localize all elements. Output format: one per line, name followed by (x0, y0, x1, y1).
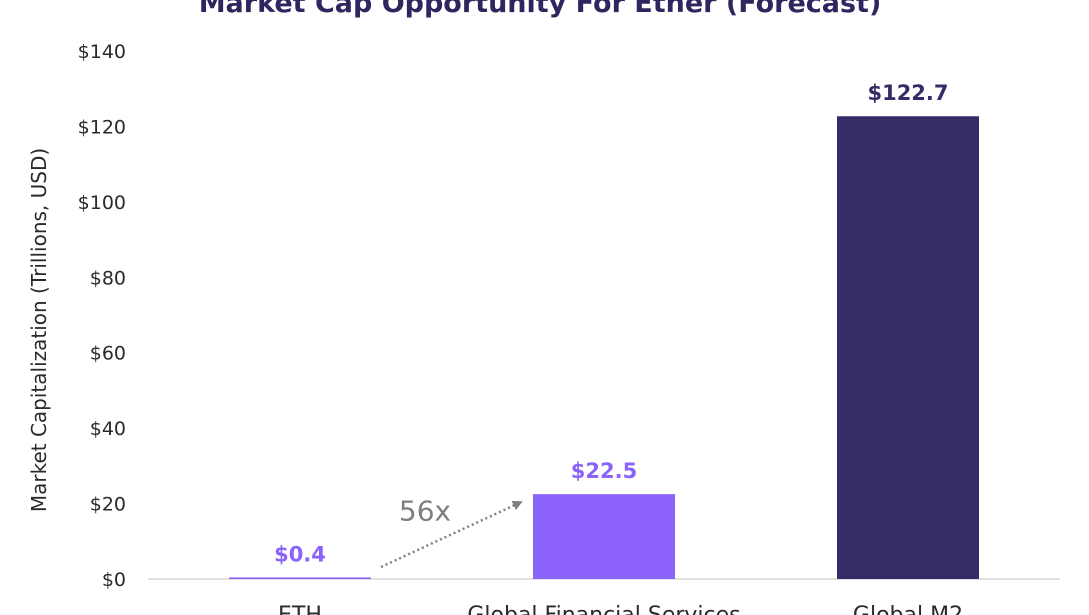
category-labels: ETH Global Financial Services Global M2 (278, 603, 963, 615)
growth-arrow (380, 500, 523, 569)
x-tick-label: Global Financial Services (467, 603, 740, 615)
y-tick-label: $60 (90, 343, 126, 365)
y-tick-label: $100 (78, 192, 126, 214)
bar-global-m2 (837, 116, 979, 579)
value-labels: $0.4 $22.5 $122.7 (274, 81, 948, 566)
chart-title: Market Cap Opportunity For Ether (Foreca… (198, 0, 882, 19)
y-tick-label: $20 (90, 494, 126, 516)
y-axis-ticks: $0 $20 $40 $60 $80 $100 $120 $140 (78, 41, 126, 591)
y-tick-label: $40 (90, 418, 126, 440)
y-tick-label: $120 (78, 116, 126, 138)
growth-annotation: 56x (380, 495, 523, 569)
x-tick-label: Global M2 (853, 603, 963, 615)
y-tick-label: $140 (78, 41, 126, 63)
x-tick-label: ETH (278, 603, 322, 615)
data-label: $0.4 (274, 542, 326, 566)
bar-global-financial-services (533, 494, 675, 579)
data-label: $22.5 (571, 459, 637, 483)
bars (229, 116, 979, 579)
y-tick-label: $0 (102, 569, 126, 591)
bar-eth (229, 577, 371, 579)
y-axis-title: Market Capitalization (Trillions, USD) (27, 148, 51, 512)
y-tick-label: $80 (90, 267, 126, 289)
data-label: $122.7 (867, 81, 948, 105)
growth-multiple-label: 56x (399, 495, 451, 528)
